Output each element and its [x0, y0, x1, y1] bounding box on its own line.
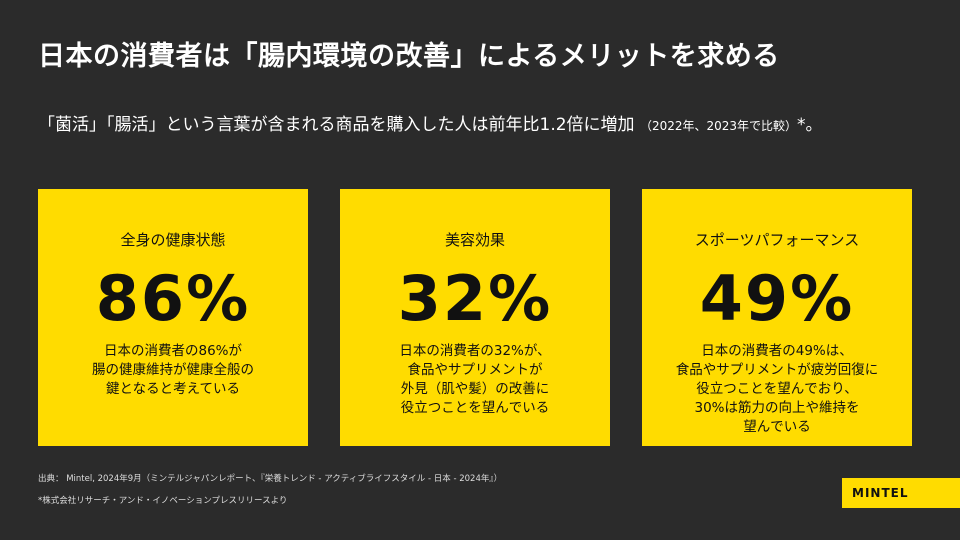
- card-value: 49%: [699, 262, 855, 335]
- card-value: 86%: [95, 262, 251, 335]
- card-value: 32%: [397, 262, 553, 335]
- card-description: 日本の消費者の32%が、 食品やサプリメントが 外見（肌や髪）の改善に 役立つこ…: [399, 343, 551, 416]
- stat-card-beauty: 美容効果 32% 日本の消費者の32%が、 食品やサプリメントが 外見（肌や髪）…: [340, 189, 610, 446]
- card-label: 全身の健康状態: [120, 231, 226, 249]
- card-description: 日本の消費者の86%が 腸の健康維持が健康全般の 鍵となると考えている: [92, 343, 254, 397]
- subtitle-note: （2022年、2023年で比較）: [639, 119, 798, 133]
- stat-card-sports: スポーツパフォーマンス 49% 日本の消費者の49%は、 食品やサプリメントが疲…: [642, 189, 912, 446]
- subtitle-suffix: *。: [797, 115, 823, 135]
- card-label: 美容効果: [444, 231, 505, 249]
- mintel-logo: MINTEL: [842, 478, 960, 508]
- card-label: スポーツパフォーマンス: [694, 231, 860, 249]
- subtitle: 「菌活」「腸活」という言葉が含まれる商品を購入した人は前年比1.2倍に増加 （2…: [38, 110, 823, 135]
- footnote: *株式会社リサーチ・アンド・イノベーションプレスリリースより: [38, 496, 288, 506]
- source-note: 出典： Mintel, 2024年9月（ミンテルジャパンレポート、『栄養トレンド…: [38, 474, 503, 484]
- subtitle-main: 「菌活」「腸活」という言葉が含まれる商品を購入した人は前年比1.2倍に増加: [38, 115, 635, 135]
- stat-card-health: 全身の健康状態 86% 日本の消費者の86%が 腸の健康維持が健康全般の 鍵とな…: [38, 189, 308, 446]
- page-title: 日本の消費者は「腸内環境の改善」によるメリットを求める: [38, 41, 780, 72]
- card-description: 日本の消費者の49%は、 食品やサプリメントが疲労回復に 役立つことを望んでおり…: [675, 343, 879, 435]
